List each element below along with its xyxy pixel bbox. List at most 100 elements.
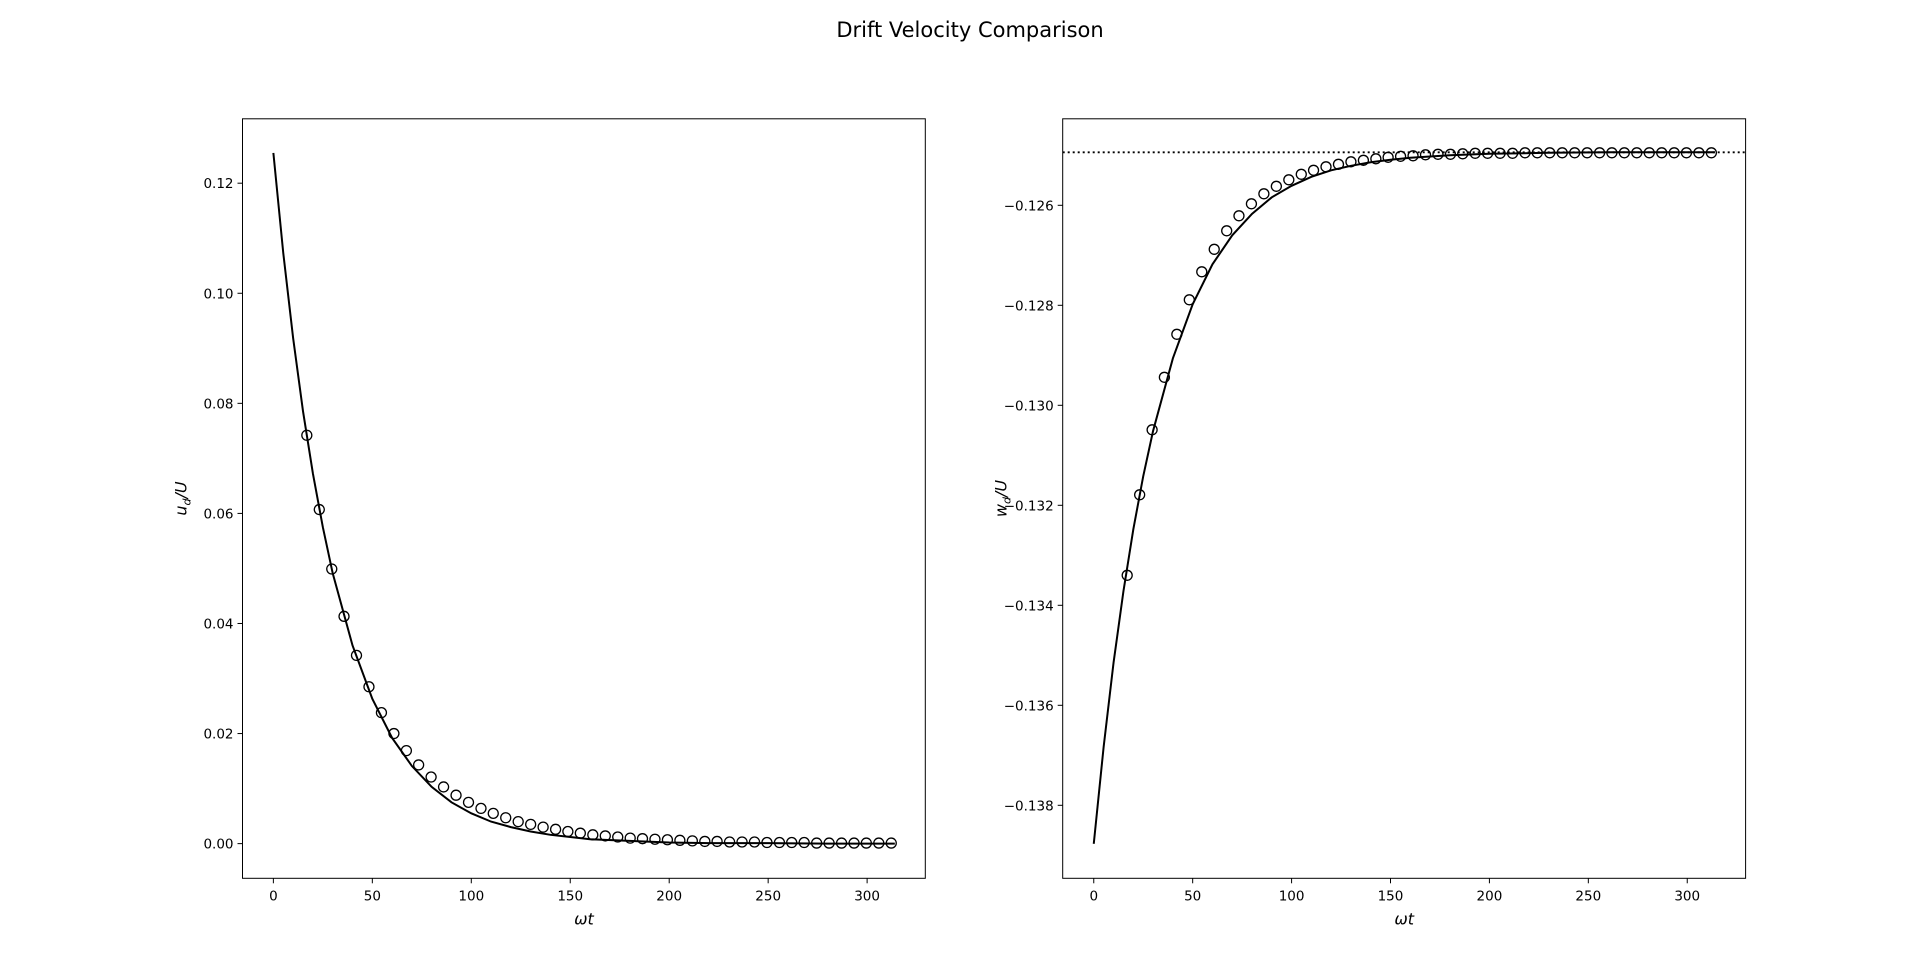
data-point [1494,147,1506,159]
y-tick-label: 0.12 [203,176,233,192]
axes-frame [242,118,926,879]
data-point [761,836,773,849]
data-point [412,759,425,771]
data-point [574,827,586,839]
data-point [1544,147,1556,159]
x-tick-label: 200 [656,888,682,904]
data-point [1208,243,1220,255]
data-point [1519,147,1531,159]
data-point [1245,198,1258,210]
data-point [363,681,375,693]
data-point [1419,149,1432,161]
x-tick-label: 100 [1279,888,1305,904]
data-point [313,503,325,516]
data-point [1320,161,1332,173]
data-point [1171,328,1183,340]
data-point [1506,147,1519,159]
data-point [798,836,810,849]
data-point [736,836,748,848]
data-point [1307,164,1320,176]
data-point [1656,147,1668,159]
data-point [773,836,786,849]
x-tick-label: 250 [1575,888,1601,904]
y-tick-label: 0.08 [203,396,233,412]
data-point [1158,371,1171,383]
x-tick-label: 150 [1378,888,1404,904]
data-point [699,835,711,848]
data-point [723,836,736,848]
data-point [350,649,363,662]
data-point [848,837,860,849]
y-tick-label: 0.00 [203,837,233,853]
data-point [1457,148,1469,160]
data-point [1221,225,1233,237]
data-point [1618,147,1630,159]
data-point [649,833,661,845]
data-point [437,781,450,793]
data-line [272,152,895,845]
data-point [873,837,885,849]
x-tick-label: 200 [1477,888,1503,904]
data-point [425,771,437,783]
data-point [1121,569,1133,581]
y-tick-label: 0.02 [203,727,233,743]
data-point [686,835,699,847]
data-point [612,831,624,843]
data-point [1444,148,1457,160]
y-tick-label: 0.06 [203,506,233,522]
data-point [1394,150,1407,162]
plot-area [1062,147,1746,844]
data-point [400,744,413,757]
y-tick-label: 0.04 [203,616,233,632]
axes-frame [1062,118,1747,879]
y-tick-label: −0.128 [1004,298,1054,314]
y-tick-label: −0.134 [1004,598,1054,614]
data-point [1556,147,1568,159]
y-axis-label: wd/U [992,480,1014,517]
data-point [475,802,487,815]
plot-area [272,152,897,849]
data-point [1680,147,1693,159]
data-point [860,837,872,849]
data-point [537,821,549,833]
data-point [587,829,599,841]
data-point [1283,174,1295,186]
y-tick-label: −0.132 [1004,498,1054,514]
data-point [1407,150,1419,162]
data-point [1183,294,1195,306]
data-point [450,789,462,801]
data-point [624,832,636,844]
x-tick-label: 100 [458,888,484,904]
data-point [525,818,537,831]
data-point [835,837,848,849]
y-tick-label: −0.138 [1004,798,1054,814]
data-line [1092,151,1715,844]
data-point [388,727,400,740]
data-point [1469,147,1481,159]
data-point [1295,168,1307,180]
x-tick-label: 150 [557,888,583,904]
data-point [1345,156,1357,168]
data-point [1606,147,1618,159]
x-tick-label: 50 [1184,888,1201,904]
x-tick-label: 300 [854,888,880,904]
data-point [1332,158,1345,170]
y-tick-label: −0.136 [1004,698,1054,714]
x-tick-label: 0 [1089,888,1098,904]
data-point [1432,148,1444,160]
data-point [810,837,823,849]
data-point [1643,147,1655,159]
data-point [1370,153,1382,165]
data-point [549,823,562,835]
data-point [301,429,313,441]
x-axis-label: ωt [574,909,594,928]
data-point [1631,147,1643,159]
data-point [599,830,611,842]
data-point [1668,147,1680,159]
data-point [823,837,835,849]
data-point [487,807,499,820]
data-point [1270,180,1283,192]
data-point [1196,266,1208,278]
data-point [1258,188,1270,200]
